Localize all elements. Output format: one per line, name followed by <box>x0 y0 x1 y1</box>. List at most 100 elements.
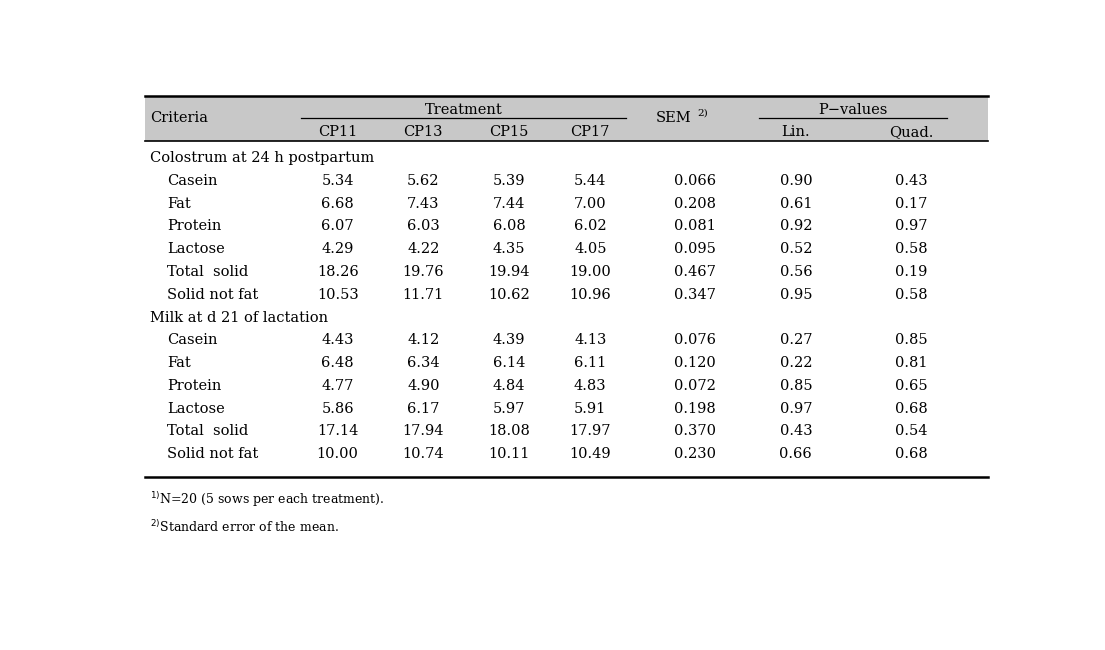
Text: P−values: P−values <box>819 103 888 116</box>
Text: 0.208: 0.208 <box>674 197 716 211</box>
Text: 2): 2) <box>697 109 708 118</box>
Text: 4.22: 4.22 <box>407 242 440 256</box>
Text: 5.44: 5.44 <box>575 174 607 188</box>
Text: 5.39: 5.39 <box>493 174 525 188</box>
Text: 0.43: 0.43 <box>779 424 812 438</box>
Text: 0.198: 0.198 <box>674 402 716 415</box>
Text: 0.072: 0.072 <box>674 379 716 393</box>
Bar <box>145 96 988 141</box>
Text: 5.97: 5.97 <box>493 402 525 415</box>
Text: 6.68: 6.68 <box>322 197 354 211</box>
Text: 4.77: 4.77 <box>322 379 354 393</box>
Text: Protein: Protein <box>167 379 222 393</box>
Text: 0.97: 0.97 <box>895 220 928 233</box>
Text: 0.54: 0.54 <box>895 424 928 438</box>
Text: 6.07: 6.07 <box>322 220 354 233</box>
Text: 4.05: 4.05 <box>573 242 607 256</box>
Text: 10.11: 10.11 <box>488 447 529 462</box>
Text: 0.370: 0.370 <box>674 424 716 438</box>
Text: 4.90: 4.90 <box>407 379 440 393</box>
Text: Protein: Protein <box>167 220 222 233</box>
Text: 4.35: 4.35 <box>493 242 525 256</box>
Text: 0.95: 0.95 <box>779 288 812 302</box>
Text: 0.92: 0.92 <box>779 220 812 233</box>
Text: Lactose: Lactose <box>167 402 225 415</box>
Text: 0.081: 0.081 <box>674 220 716 233</box>
Text: Quad.: Quad. <box>890 125 934 139</box>
Text: Solid not fat: Solid not fat <box>167 447 259 462</box>
Text: 17.14: 17.14 <box>317 424 358 438</box>
Text: $^{1)}$N=20 (5 sows per each treatment).: $^{1)}$N=20 (5 sows per each treatment). <box>150 490 385 509</box>
Text: 0.90: 0.90 <box>779 174 812 188</box>
Text: 18.08: 18.08 <box>488 424 530 438</box>
Text: CP13: CP13 <box>403 125 443 139</box>
Text: 0.65: 0.65 <box>895 379 928 393</box>
Text: 0.56: 0.56 <box>779 265 812 279</box>
Text: SEM: SEM <box>656 111 692 125</box>
Text: 17.94: 17.94 <box>402 424 444 438</box>
Text: Casein: Casein <box>167 333 218 347</box>
Text: 10.49: 10.49 <box>569 447 611 462</box>
Text: 0.68: 0.68 <box>895 447 928 462</box>
Text: 11.71: 11.71 <box>402 288 444 302</box>
Text: 0.347: 0.347 <box>674 288 716 302</box>
Text: 0.17: 0.17 <box>895 197 927 211</box>
Text: 5.62: 5.62 <box>407 174 440 188</box>
Text: 6.14: 6.14 <box>493 356 525 370</box>
Text: 0.97: 0.97 <box>779 402 812 415</box>
Text: 0.120: 0.120 <box>674 356 716 370</box>
Text: Casein: Casein <box>167 174 218 188</box>
Text: 4.83: 4.83 <box>573 379 607 393</box>
Text: 0.066: 0.066 <box>674 174 716 188</box>
Text: Fat: Fat <box>167 197 191 211</box>
Text: 10.74: 10.74 <box>402 447 444 462</box>
Text: 10.62: 10.62 <box>488 288 529 302</box>
Text: Total  solid: Total solid <box>167 424 249 438</box>
Text: 0.81: 0.81 <box>895 356 928 370</box>
Text: 0.22: 0.22 <box>779 356 812 370</box>
Text: Criteria: Criteria <box>150 111 208 125</box>
Text: 0.467: 0.467 <box>674 265 716 279</box>
Text: 10.53: 10.53 <box>317 288 358 302</box>
Text: 19.76: 19.76 <box>402 265 444 279</box>
Text: 0.58: 0.58 <box>895 242 928 256</box>
Text: 6.08: 6.08 <box>493 220 525 233</box>
Text: Lactose: Lactose <box>167 242 225 256</box>
Text: 6.17: 6.17 <box>407 402 440 415</box>
Text: 0.66: 0.66 <box>779 447 812 462</box>
Text: Fat: Fat <box>167 356 191 370</box>
Text: 6.34: 6.34 <box>407 356 440 370</box>
Text: 6.11: 6.11 <box>575 356 607 370</box>
Text: 0.61: 0.61 <box>779 197 812 211</box>
Text: 4.84: 4.84 <box>493 379 525 393</box>
Text: 4.12: 4.12 <box>407 333 440 347</box>
Text: Treatment: Treatment <box>424 103 503 116</box>
Text: Milk at d 21 of lactation: Milk at d 21 of lactation <box>150 311 328 324</box>
Text: 5.91: 5.91 <box>575 402 607 415</box>
Text: 6.02: 6.02 <box>573 220 607 233</box>
Text: 4.43: 4.43 <box>322 333 354 347</box>
Text: 0.58: 0.58 <box>895 288 928 302</box>
Text: 7.44: 7.44 <box>493 197 525 211</box>
Text: $^{2)}$Standard error of the mean.: $^{2)}$Standard error of the mean. <box>150 519 339 535</box>
Text: 18.26: 18.26 <box>317 265 358 279</box>
Text: Lin.: Lin. <box>781 125 810 139</box>
Text: 5.34: 5.34 <box>322 174 354 188</box>
Text: 4.13: 4.13 <box>575 333 607 347</box>
Text: 0.85: 0.85 <box>779 379 812 393</box>
Text: 10.00: 10.00 <box>317 447 359 462</box>
Text: 7.00: 7.00 <box>573 197 607 211</box>
Text: 4.29: 4.29 <box>322 242 354 256</box>
Text: 17.97: 17.97 <box>569 424 611 438</box>
Text: CP17: CP17 <box>570 125 610 139</box>
Text: 19.00: 19.00 <box>569 265 611 279</box>
Text: 0.43: 0.43 <box>895 174 928 188</box>
Text: Colostrum at 24 h postpartum: Colostrum at 24 h postpartum <box>150 151 375 165</box>
Text: 6.03: 6.03 <box>407 220 440 233</box>
Text: 0.095: 0.095 <box>674 242 716 256</box>
Text: 0.19: 0.19 <box>895 265 927 279</box>
Text: 0.27: 0.27 <box>779 333 812 347</box>
Text: 0.52: 0.52 <box>779 242 812 256</box>
Text: 6.48: 6.48 <box>322 356 354 370</box>
Text: 19.94: 19.94 <box>488 265 529 279</box>
